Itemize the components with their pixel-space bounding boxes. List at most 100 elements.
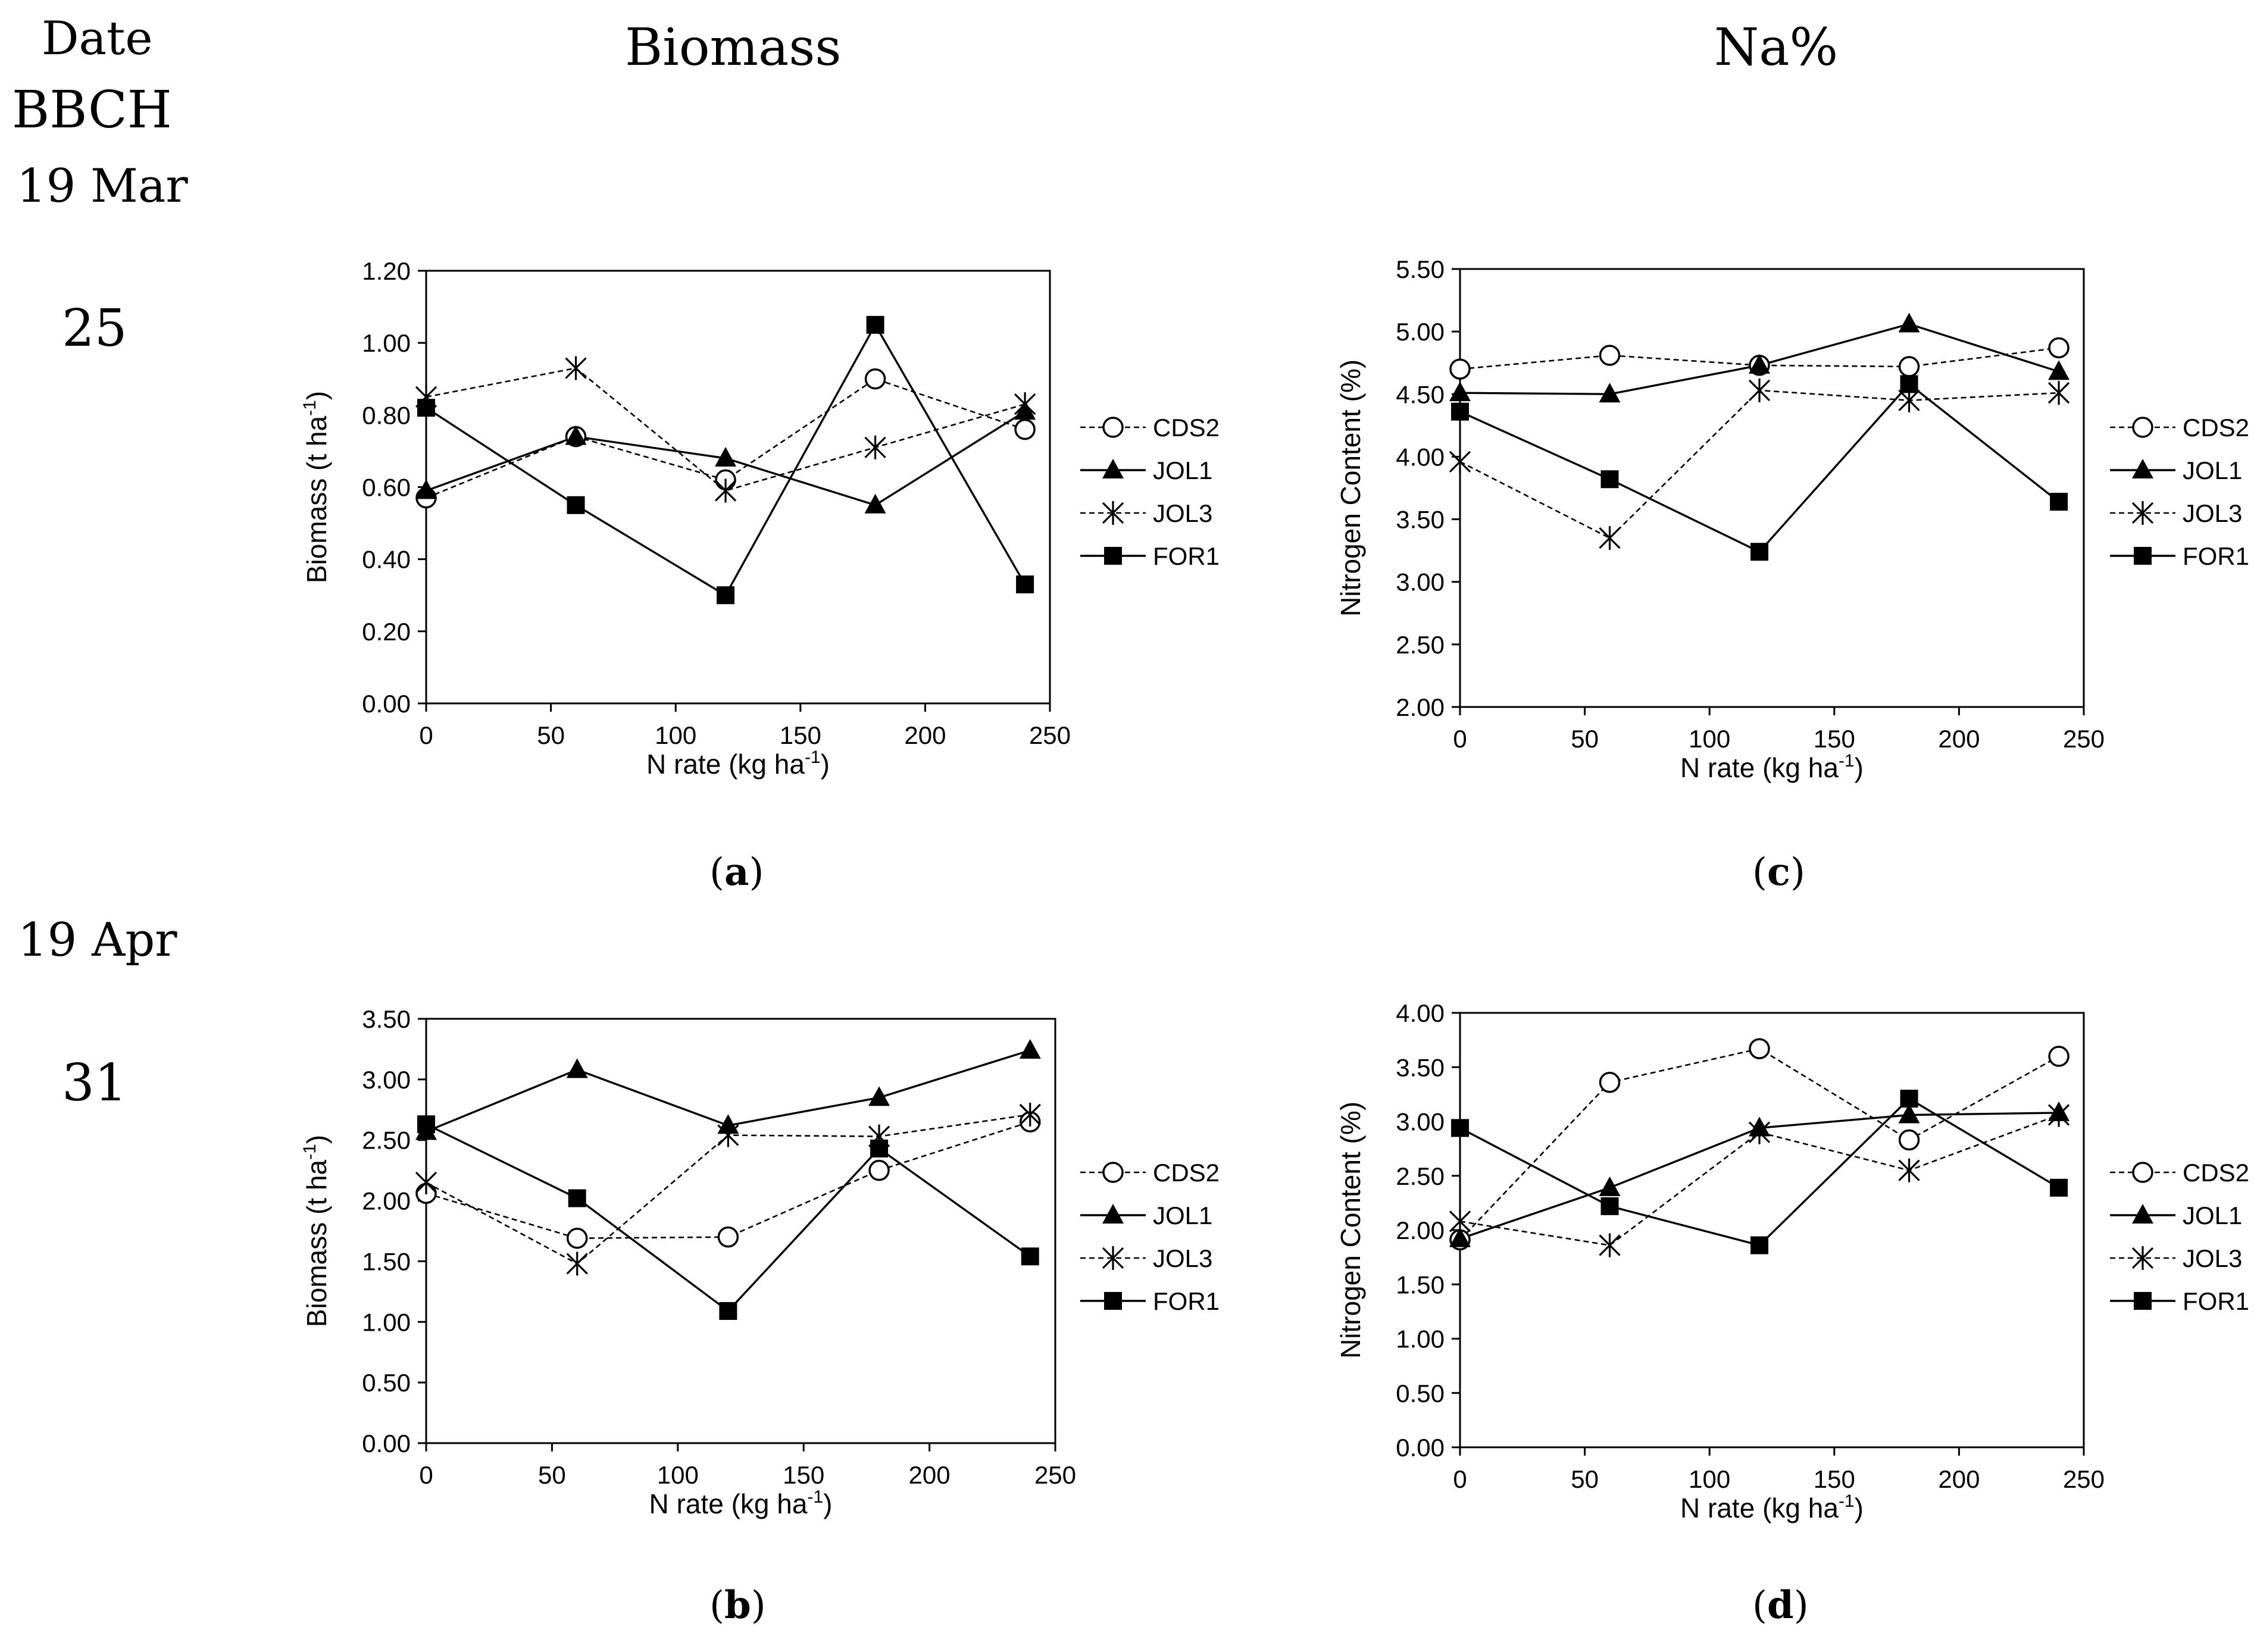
x-tick-label: 150	[1814, 725, 1855, 753]
series-line-jol3	[1459, 1114, 2059, 1246]
point-for1	[417, 399, 435, 417]
point-jol3	[864, 435, 886, 459]
row-date-mar: 19 Mar	[17, 159, 188, 213]
point-jol3	[1019, 1102, 1041, 1127]
point-cds2	[1449, 358, 1471, 380]
point-jol1	[1599, 1176, 1621, 1196]
point-jol3	[717, 1123, 739, 1147]
legend-label: JOL1	[1153, 456, 1212, 484]
x-tick-label: 0	[419, 721, 433, 749]
y-axis-label: Nitrogen Content (%)	[1335, 1102, 1366, 1359]
series-line-for1	[1459, 383, 2060, 553]
legend-marker	[2132, 1162, 2153, 1183]
y-tick-label: 2.50	[1396, 631, 1445, 659]
point-cds2	[1898, 1129, 1920, 1151]
x-tick-label: 150	[1814, 1465, 1855, 1493]
y-tick-label: 2.50	[1396, 1162, 1445, 1190]
legend-entry-jol1: JOL1	[1080, 1202, 1212, 1229]
point-jol1	[1449, 1227, 1471, 1247]
x-tick-label: 50	[538, 1461, 566, 1489]
point-for1	[719, 1301, 737, 1320]
legend-label: FOR1	[2183, 1287, 2249, 1315]
panel-label-b-letter: b	[724, 1583, 751, 1628]
point-for1	[1900, 375, 1918, 393]
x-axis-label: N rate (kg ha-1)	[1680, 751, 1864, 783]
series-line-for1	[426, 1123, 1031, 1313]
plot-frame-d	[1459, 1012, 2085, 1448]
x-tick-label: 250	[1029, 721, 1071, 749]
legend-entry-cds2: CDS2	[2110, 1159, 2249, 1187]
legend-label: JOL1	[2183, 456, 2242, 484]
point-for1	[870, 1139, 889, 1157]
x-tick-label: 250	[2063, 725, 2105, 753]
series-line-jol3	[426, 367, 1026, 492]
point-jol1	[1898, 1103, 1920, 1124]
point-for1	[2050, 493, 2068, 511]
legend-marker	[1104, 547, 1122, 565]
point-jol3	[1449, 1209, 1471, 1234]
point-for1	[866, 315, 884, 334]
point-jol1	[864, 493, 886, 514]
x-tick-label: 0	[1453, 725, 1467, 753]
y-tick-label: 1.00	[1396, 1325, 1445, 1353]
y-tick-label: 0.00	[1396, 1434, 1445, 1462]
point-jol1	[565, 425, 587, 445]
column-title-na: Na%	[1714, 18, 1839, 77]
y-tick-label: 0.00	[362, 690, 411, 718]
legend-marker	[1102, 1204, 1124, 1224]
point-jol3	[415, 1171, 437, 1195]
legend-label: JOL1	[2183, 1202, 2242, 1229]
legend-entry-jol3: JOL3	[2110, 1244, 2242, 1272]
y-tick-label: 3.50	[1396, 1053, 1445, 1081]
y-tick-label: 2.00	[1396, 693, 1445, 721]
legend-label: FOR1	[2183, 542, 2249, 570]
y-tick-label: 0.00	[362, 1429, 411, 1457]
legend-label: CDS2	[2183, 414, 2249, 442]
panel-label-c-letter: c	[1767, 850, 1790, 894]
x-tick-label: 0	[1453, 1465, 1467, 1493]
legend-marker	[1102, 459, 1124, 478]
point-for1	[1600, 470, 1619, 489]
point-cds2	[1599, 345, 1621, 366]
y-tick-label: 4.50	[1396, 380, 1445, 408]
point-jol3	[565, 356, 587, 380]
legend-label: CDS2	[1153, 1159, 1220, 1187]
legend-entry-jol3: JOL3	[1080, 499, 1212, 527]
point-for1	[1750, 1236, 1769, 1254]
panel-label-d-letter: d	[1767, 1583, 1794, 1628]
legend-marker	[2132, 459, 2153, 478]
x-tick-label: 0	[419, 1461, 433, 1489]
legend-marker	[1102, 417, 1124, 438]
point-jol3	[1898, 1158, 1920, 1182]
legend-entry-for1: FOR1	[2110, 542, 2249, 570]
panel-label-d: (d)	[1752, 1583, 1809, 1628]
x-tick-label: 150	[780, 721, 821, 749]
y-tick-label: 1.20	[362, 257, 411, 285]
x-tick-label: 100	[655, 721, 696, 749]
chart-d: 0.00 0.50 1.00 1.50 2.00 2.50 3.00 3.50 4.00 0 50 1…	[1335, 999, 2249, 1523]
x-tick-label: 250	[1034, 1461, 1076, 1489]
legend-entry-jol1: JOL1	[2110, 1202, 2242, 1229]
y-tick-label: 4.00	[1396, 443, 1445, 471]
x-tick-label: 100	[1689, 725, 1730, 753]
legend-entry-jol1: JOL1	[1080, 456, 1212, 484]
point-cds2	[566, 1227, 588, 1249]
point-for1	[2050, 1178, 2068, 1197]
point-cds2	[717, 1226, 739, 1248]
point-for1	[568, 1189, 586, 1207]
y-tick-label: 3.50	[1396, 506, 1445, 534]
y-tick-label: 0.50	[362, 1369, 411, 1397]
legend-entry-jol3: JOL3	[1080, 1244, 1212, 1272]
y-tick-label: 0.40	[362, 546, 411, 574]
legend-label: FOR1	[1153, 542, 1220, 570]
legend-entry-cds2: CDS2	[2110, 414, 2249, 442]
legend-entry-for1: FOR1	[1080, 542, 1220, 570]
point-for1	[1750, 543, 1769, 561]
point-for1	[717, 586, 735, 605]
legend-label: JOL3	[2183, 499, 2242, 527]
point-jol1	[868, 1086, 890, 1106]
y-tick-label: 2.00	[362, 1187, 411, 1215]
point-cds2	[2048, 337, 2069, 359]
point-for1	[1900, 1090, 1918, 1108]
legend-marker	[2134, 1292, 2152, 1310]
